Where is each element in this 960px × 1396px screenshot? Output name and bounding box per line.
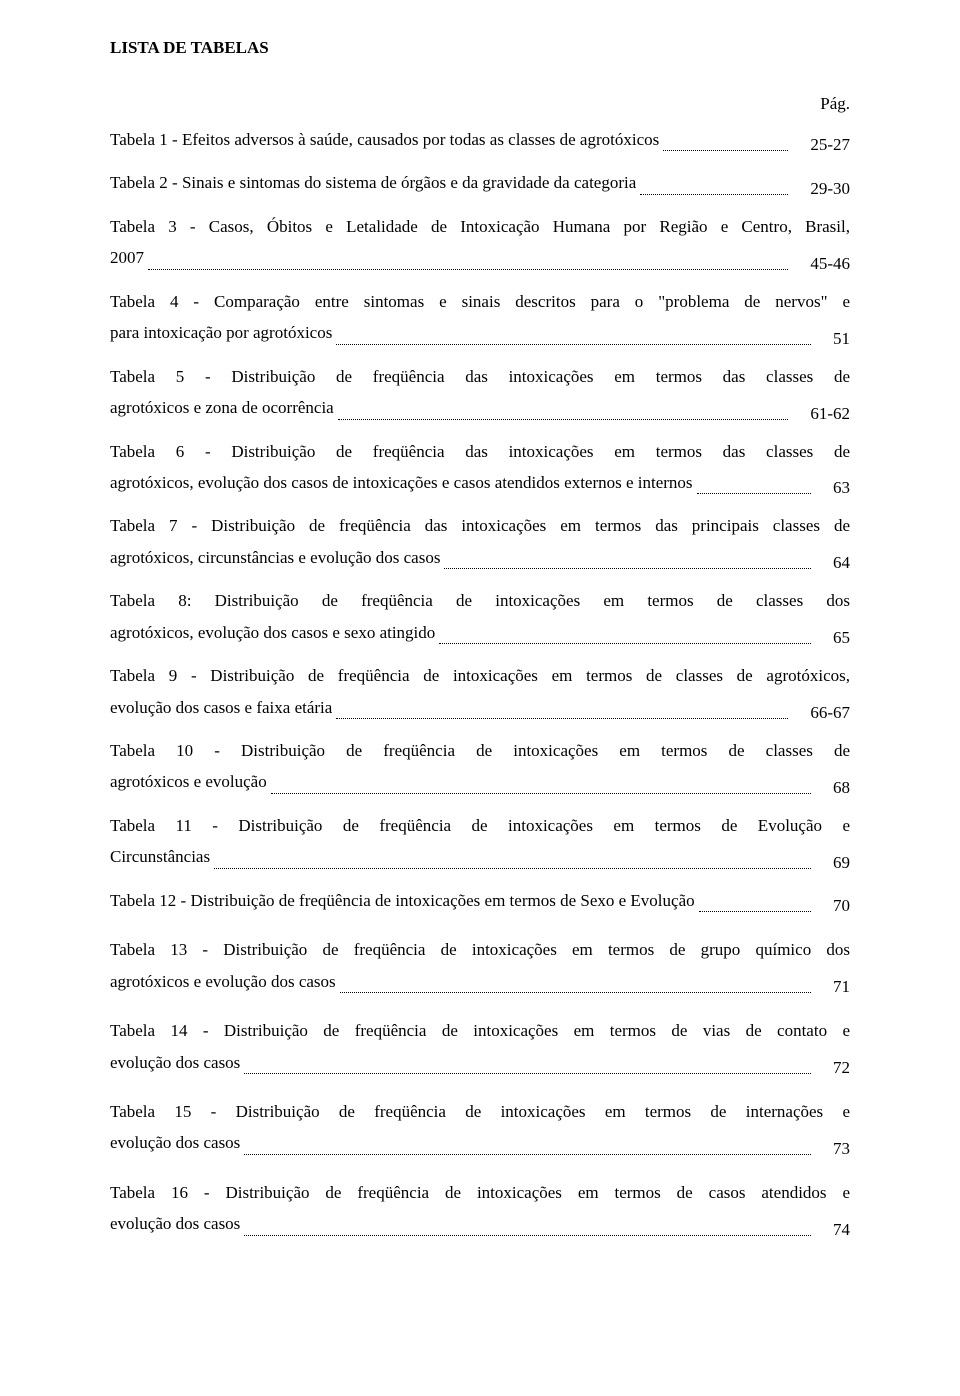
toc-entry-text: Tabela 9 - Distribuição de freqüência de… xyxy=(110,660,850,691)
toc-entry-last-line: agrotóxicos e evolução 68 xyxy=(110,766,850,797)
leader-dots xyxy=(336,717,788,719)
toc-page-number: 68 xyxy=(815,778,850,798)
toc-entry: Tabela 3 - Casos, Óbitos e Letalidade de… xyxy=(110,211,850,274)
leader-dots xyxy=(271,792,811,794)
page-number-header: Pág. xyxy=(110,94,850,114)
toc-entry: Tabela 7 - Distribuição de freqüência da… xyxy=(110,510,850,573)
toc-page-number: 65 xyxy=(815,628,850,648)
toc-entry-last-line: Circunstâncias 69 xyxy=(110,841,850,872)
toc-entry-last-line: Tabela 2 - Sinais e sintomas do sistema … xyxy=(110,167,850,198)
toc-entry-text: agrotóxicos, circunstâncias e evolução d… xyxy=(110,542,440,573)
toc-entry-last-line: evolução dos casos 72 xyxy=(110,1047,850,1078)
toc-entry: Tabela 2 - Sinais e sintomas do sistema … xyxy=(110,167,850,198)
toc-entry: Tabela 4 - Comparação entre sintomas e s… xyxy=(110,286,850,349)
toc-entry: Tabela 11 - Distribuição de freqüência d… xyxy=(110,810,850,873)
leader-dots xyxy=(214,867,811,869)
document-page: LISTA DE TABELAS Pág. Tabela 1 - Efeitos… xyxy=(0,0,960,1298)
toc-entry-last-line: 2007 45-46 xyxy=(110,242,850,273)
toc-entry-text: Tabela 15 - Distribuição de freqüência d… xyxy=(110,1096,850,1127)
toc-entry: Tabela 14 - Distribuição de freqüência d… xyxy=(110,1015,850,1078)
toc-entry-last-line: Tabela 12 - Distribuição de freqüência d… xyxy=(110,885,850,916)
toc-page-number: 66-67 xyxy=(792,703,850,723)
toc-entry: Tabela 13 - Distribuição de freqüência d… xyxy=(110,934,850,997)
leader-dots xyxy=(148,268,788,270)
toc-page-number: 73 xyxy=(815,1139,850,1159)
toc-entry-text: Tabela 12 - Distribuição de freqüência d… xyxy=(110,885,695,916)
toc-entry-text: evolução dos casos e faixa etária xyxy=(110,692,332,723)
toc-entry-last-line: evolução dos casos e faixa etária 66-67 xyxy=(110,692,850,723)
leader-dots xyxy=(336,343,811,345)
toc-entry-last-line: para intoxicação por agrotóxicos 51 xyxy=(110,317,850,348)
toc-entry-last-line: agrotóxicos, evolução dos casos de intox… xyxy=(110,467,850,498)
toc-entry-text: evolução dos casos xyxy=(110,1127,240,1158)
toc-entry-last-line: evolução dos casos 73 xyxy=(110,1127,850,1158)
toc-entry: Tabela 1 - Efeitos adversos à saúde, cau… xyxy=(110,124,850,155)
toc-entry-text: Tabela 1 - Efeitos adversos à saúde, cau… xyxy=(110,124,659,155)
toc-entry: Tabela 12 - Distribuição de freqüência d… xyxy=(110,885,850,916)
leader-dots xyxy=(338,418,789,420)
toc-entry-text: Tabela 8: Distribuição de freqüência de … xyxy=(110,585,850,616)
leader-dots xyxy=(640,193,788,195)
toc-entry-text: 2007 xyxy=(110,242,144,273)
toc-entry: Tabela 10 - Distribuição de freqüência d… xyxy=(110,735,850,798)
toc-entry: Tabela 15 - Distribuição de freqüência d… xyxy=(110,1096,850,1159)
toc-entry: Tabela 8: Distribuição de freqüência de … xyxy=(110,585,850,648)
toc-entry-text: Tabela 2 - Sinais e sintomas do sistema … xyxy=(110,167,636,198)
toc-entry-text: Tabela 5 - Distribuição de freqüência da… xyxy=(110,361,850,392)
toc-entry-text: Tabela 14 - Distribuição de freqüência d… xyxy=(110,1015,850,1046)
toc-entry-last-line: agrotóxicos, evolução dos casos e sexo a… xyxy=(110,617,850,648)
toc-entry-text: Circunstâncias xyxy=(110,841,210,872)
toc-page-number: 70 xyxy=(815,896,850,916)
toc-page-number: 74 xyxy=(815,1220,850,1240)
leader-dots xyxy=(699,910,811,912)
toc-page-number: 71 xyxy=(815,977,850,997)
leader-dots xyxy=(244,1153,811,1155)
toc-entry-text: Tabela 6 - Distribuição de freqüência da… xyxy=(110,436,850,467)
toc-entry-text: Tabela 10 - Distribuição de freqüência d… xyxy=(110,735,850,766)
toc-page-number: 69 xyxy=(815,853,850,873)
leader-dots xyxy=(697,492,811,494)
leader-dots xyxy=(244,1072,811,1074)
toc-entry-text: Tabela 11 - Distribuição de freqüência d… xyxy=(110,810,850,841)
toc-entry-text: evolução dos casos xyxy=(110,1047,240,1078)
toc-entry-last-line: agrotóxicos e evolução dos casos 71 xyxy=(110,966,850,997)
toc-entry: Tabela 5 - Distribuição de freqüência da… xyxy=(110,361,850,424)
leader-dots xyxy=(439,642,811,644)
toc-page-number: 61-62 xyxy=(792,404,850,424)
toc-entry-last-line: agrotóxicos, circunstâncias e evolução d… xyxy=(110,542,850,573)
toc-page-number: 64 xyxy=(815,553,850,573)
toc-entry-last-line: Tabela 1 - Efeitos adversos à saúde, cau… xyxy=(110,124,850,155)
leader-dots xyxy=(244,1234,811,1236)
toc-entry-text: agrotóxicos, evolução dos casos de intox… xyxy=(110,467,693,498)
document-title: LISTA DE TABELAS xyxy=(110,38,850,58)
toc-page-number: 63 xyxy=(815,478,850,498)
toc-entry-text: Tabela 4 - Comparação entre sintomas e s… xyxy=(110,286,850,317)
toc-entry-text: Tabela 7 - Distribuição de freqüência da… xyxy=(110,510,850,541)
toc-entry-text: evolução dos casos xyxy=(110,1208,240,1239)
toc-page-number: 51 xyxy=(815,329,850,349)
toc-entry: Tabela 6 - Distribuição de freqüência da… xyxy=(110,436,850,499)
toc-entry-last-line: evolução dos casos 74 xyxy=(110,1208,850,1239)
toc-entry-text: Tabela 3 - Casos, Óbitos e Letalidade de… xyxy=(110,211,850,242)
toc-entry-text: Tabela 13 - Distribuição de freqüência d… xyxy=(110,934,850,965)
toc-entries: Tabela 1 - Efeitos adversos à saúde, cau… xyxy=(110,124,850,1240)
toc-entry-text: para intoxicação por agrotóxicos xyxy=(110,317,332,348)
toc-entry-text: agrotóxicos e evolução xyxy=(110,766,267,797)
toc-entry-text: agrotóxicos e zona de ocorrência xyxy=(110,392,334,423)
toc-entry-text: Tabela 16 - Distribuição de freqüência d… xyxy=(110,1177,850,1208)
toc-entry-text: agrotóxicos, evolução dos casos e sexo a… xyxy=(110,617,435,648)
leader-dots xyxy=(663,149,788,151)
toc-page-number: 45-46 xyxy=(792,254,850,274)
leader-dots xyxy=(340,991,811,993)
toc-entry: Tabela 9 - Distribuição de freqüência de… xyxy=(110,660,850,723)
toc-entry: Tabela 16 - Distribuição de freqüência d… xyxy=(110,1177,850,1240)
toc-page-number: 72 xyxy=(815,1058,850,1078)
leader-dots xyxy=(444,567,811,569)
toc-entry-last-line: agrotóxicos e zona de ocorrência 61-62 xyxy=(110,392,850,423)
toc-entry-text: agrotóxicos e evolução dos casos xyxy=(110,966,336,997)
toc-page-number: 29-30 xyxy=(792,179,850,199)
toc-page-number: 25-27 xyxy=(792,135,850,155)
